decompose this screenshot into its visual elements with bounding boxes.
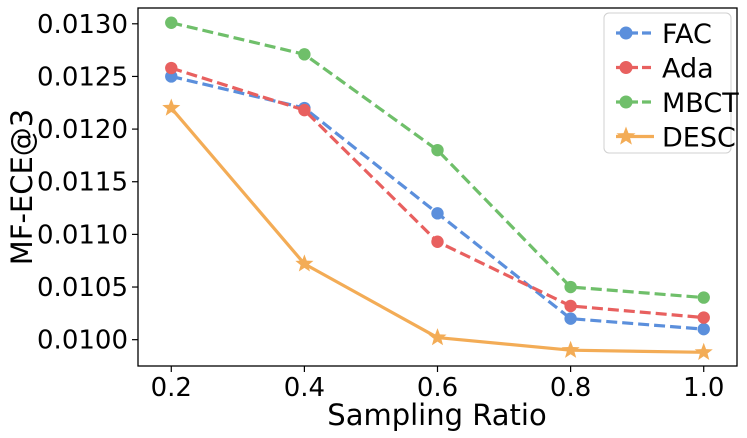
- data-point-desc: [162, 98, 181, 116]
- y-axis-title: MF-ECE@3: [5, 109, 39, 266]
- legend-marker-ada: [619, 61, 633, 74]
- x-tick-label: 0.2: [151, 373, 192, 403]
- legend-label-fac: FAC: [662, 19, 712, 50]
- x-tick-label: 1.0: [683, 373, 724, 403]
- data-point-fac: [564, 312, 577, 325]
- data-point-fac: [697, 322, 710, 336]
- data-point-ada: [431, 235, 444, 248]
- data-point-mbct: [697, 291, 710, 304]
- legend-label-ada: Ada: [662, 54, 714, 85]
- data-point-desc: [295, 254, 314, 272]
- data-point-mbct: [165, 16, 178, 29]
- data-point-fac: [431, 207, 444, 220]
- data-point-ada: [697, 311, 710, 324]
- y-tick-label: 0.0110: [37, 220, 128, 250]
- data-point-ada: [165, 61, 178, 75]
- y-tick-label: 0.0100: [37, 326, 128, 356]
- y-tick-label: 0.0120: [37, 115, 128, 145]
- legend-label-desc: DESC: [662, 123, 736, 154]
- series-ada: [165, 61, 710, 324]
- legend-marker-mbct: [619, 95, 633, 109]
- data-point-desc: [561, 340, 580, 358]
- data-point-mbct: [298, 48, 311, 61]
- y-tick-label: 0.0115: [37, 168, 128, 198]
- y-tick-label: 0.0125: [37, 62, 128, 92]
- legend-marker-fac: [619, 26, 633, 40]
- x-tick-label: 0.8: [550, 373, 591, 403]
- series-line-mbct: [170, 21, 704, 300]
- series-mbct: [165, 16, 710, 304]
- legend-marker-desc: [616, 126, 636, 145]
- x-tick-label: 0.4: [284, 373, 325, 403]
- data-point-ada: [564, 299, 577, 313]
- y-tick-label: 0.0130: [37, 10, 128, 40]
- x-axis: 0.2 0.4 0.6 0.8 1.0: [151, 366, 724, 403]
- data-point-desc: [428, 328, 447, 346]
- data-point-ada: [298, 103, 311, 117]
- data-point-mbct: [564, 280, 577, 294]
- data-point-desc: [694, 342, 713, 360]
- series-desc: [162, 98, 713, 360]
- y-tick-label: 0.0105: [37, 273, 128, 303]
- y-axis: 0.0100 0.0105 0.0110 0.0115 0.0120 0.0125 0.01…: [37, 10, 138, 356]
- x-axis-title: Sampling Ratio: [327, 398, 546, 432]
- legend-box: [603, 12, 732, 154]
- data-point-mbct: [431, 143, 444, 157]
- legend-label-mbct: MBCT: [662, 88, 739, 119]
- x-tick-label: 0.6: [417, 373, 458, 403]
- series-layer: [162, 16, 713, 360]
